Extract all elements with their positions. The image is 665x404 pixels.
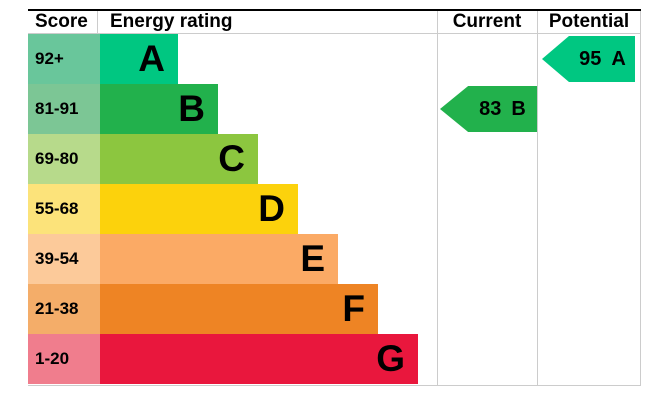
- band-bar-c: C: [100, 134, 258, 184]
- header-bottom-border: [28, 33, 641, 34]
- potential-rating-value: 95: [579, 47, 602, 70]
- band-score-f: 21-38: [28, 284, 100, 334]
- band-bar-e: E: [100, 234, 338, 284]
- band-bar-a: A: [100, 34, 178, 84]
- band-row-g: 1-20 G: [28, 334, 418, 384]
- band-score-c: 69-80: [28, 134, 100, 184]
- band-score-a: 92+: [28, 34, 100, 84]
- score-column-divider: [97, 11, 98, 33]
- band-bar-b: B: [100, 84, 218, 134]
- band-row-f: 21-38 F: [28, 284, 418, 334]
- current-rating-value: 83: [479, 97, 502, 120]
- table-bottom-border: [28, 385, 641, 386]
- band-row-b: 81-91 B: [28, 84, 418, 134]
- current-column-divider: [437, 11, 438, 385]
- current-rating-arrow: 83 B: [440, 86, 537, 132]
- table-right-border: [640, 11, 641, 385]
- header-energy-rating: Energy rating: [110, 11, 233, 32]
- band-bar-f: F: [100, 284, 378, 334]
- band-row-d: 55-68 D: [28, 184, 418, 234]
- header-potential: Potential: [548, 11, 630, 32]
- band-score-d: 55-68: [28, 184, 100, 234]
- table-top-border: [28, 9, 641, 11]
- potential-column-divider: [537, 11, 538, 385]
- header-score: Score: [35, 11, 88, 32]
- band-row-c: 69-80 C: [28, 134, 418, 184]
- current-rating-band: B: [511, 97, 526, 120]
- band-score-g: 1-20: [28, 334, 100, 384]
- band-score-b: 81-91: [28, 84, 100, 134]
- header-current: Current: [452, 11, 522, 32]
- band-row-a: 92+ A: [28, 34, 418, 84]
- potential-rating-band: A: [611, 47, 626, 70]
- band-bar-d: D: [100, 184, 298, 234]
- band-row-e: 39-54 E: [28, 234, 418, 284]
- band-list: 92+ A 81-91 B 69-80 C 55-68 D 39-54 E 21…: [28, 34, 418, 384]
- potential-rating-arrow: 95 A: [542, 36, 635, 82]
- band-bar-g: G: [100, 334, 418, 384]
- band-score-e: 39-54: [28, 234, 100, 284]
